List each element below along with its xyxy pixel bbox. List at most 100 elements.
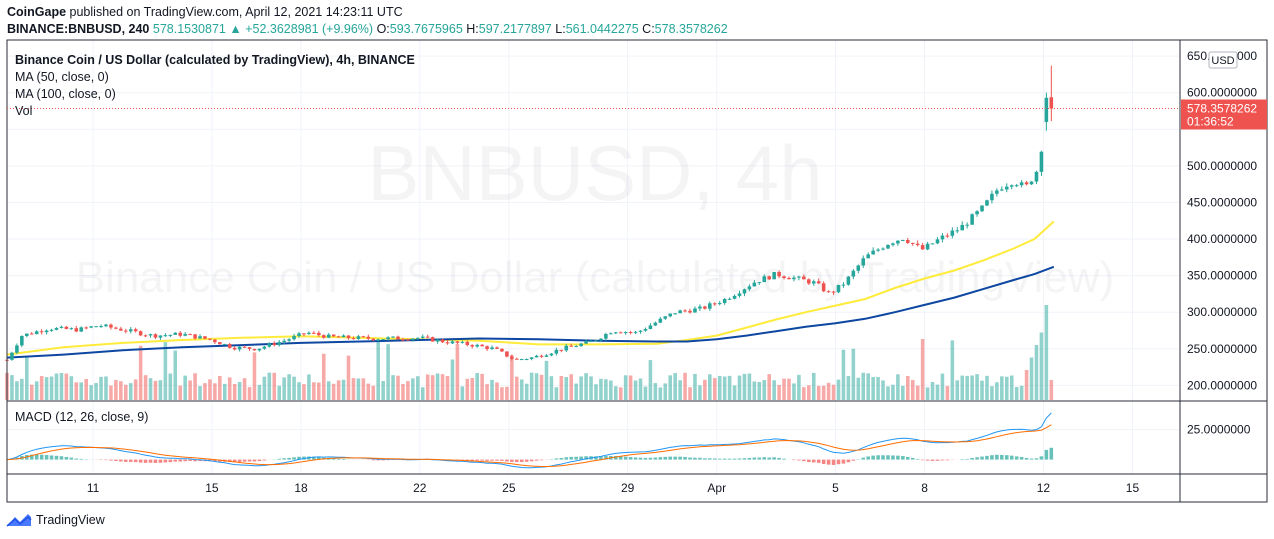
volume-bar	[406, 381, 410, 400]
macd-histogram-bar	[712, 458, 717, 460]
volume-bar	[683, 372, 687, 400]
legend-ma100[interactable]: MA (100, close, 0)	[15, 87, 116, 101]
volume-bar	[663, 383, 668, 400]
candle-body	[703, 306, 707, 309]
volume-bar	[208, 379, 212, 400]
candle-body	[896, 240, 900, 244]
macd-histogram-bar	[628, 457, 633, 460]
candle-body	[906, 239, 910, 243]
macd-histogram-bar	[158, 459, 163, 463]
macd-histogram-bar	[1004, 455, 1009, 460]
macd-histogram-bar	[717, 458, 722, 460]
candle-body	[663, 316, 668, 319]
volume-bar	[975, 374, 979, 400]
macd-pane	[6, 412, 1054, 469]
macd-histogram-bar	[336, 458, 341, 460]
candle-body	[361, 336, 366, 338]
candle-body	[920, 245, 925, 250]
macd-histogram-bar	[312, 456, 316, 460]
volume-bar	[510, 355, 514, 400]
volume-bar	[658, 387, 663, 400]
volume-bar	[836, 379, 841, 400]
macd-histogram-bar	[945, 459, 950, 461]
volume-bar	[361, 378, 366, 400]
volume-bar	[460, 386, 465, 400]
macd-histogram-bar	[386, 459, 390, 461]
candle-body	[218, 342, 222, 345]
candle-body	[336, 336, 341, 338]
macd-histogram-bar	[59, 456, 64, 460]
last-price-label: 578.3578262	[1187, 102, 1257, 116]
candle-body	[10, 352, 14, 360]
macd-histogram-bar	[821, 459, 826, 464]
legend-ma50[interactable]: MA (50, close, 0)	[15, 70, 109, 84]
macd-histogram-bar	[287, 457, 291, 460]
volume-bar	[584, 373, 588, 400]
candle-body	[213, 339, 217, 343]
volume-bar	[188, 380, 192, 400]
low-label: L:	[555, 22, 566, 36]
candle-body	[34, 331, 39, 335]
currency-label: USD	[1211, 55, 1234, 67]
volume-bar	[346, 355, 351, 400]
macd-histogram-bar	[604, 456, 608, 460]
candle-body	[727, 298, 732, 300]
volume-bar	[143, 375, 148, 400]
legend-macd[interactable]: MACD (12, 26, close, 9)	[15, 410, 149, 424]
candle-body	[901, 239, 905, 241]
volume-bar	[955, 380, 960, 400]
candle-body	[252, 348, 257, 351]
candle-body	[688, 310, 692, 313]
tradingview-logo[interactable]: TradingView	[6, 512, 105, 528]
candle-body	[406, 339, 410, 341]
candle-body	[15, 345, 19, 353]
volume-bar	[910, 380, 915, 400]
volume-bar	[450, 359, 455, 400]
candle-body	[826, 291, 831, 293]
volume-bar	[925, 387, 930, 400]
candle-body	[955, 230, 960, 232]
macd-histogram-bar	[69, 457, 74, 460]
macd-histogram-bar	[678, 456, 682, 460]
candle-body	[168, 334, 173, 336]
volume-bar	[104, 376, 108, 400]
volume-bar	[114, 379, 118, 400]
volume-bar	[732, 385, 737, 400]
macd-histogram-bar	[574, 456, 578, 460]
macd-histogram-bar	[119, 459, 123, 462]
macd-histogram-bar	[376, 459, 380, 461]
macd-histogram-bar	[866, 456, 870, 460]
macd-histogram-bar	[138, 459, 143, 463]
watermark-symbol: BNBUSD, 4h	[367, 129, 822, 217]
candle-body	[792, 277, 796, 280]
candle-body	[425, 336, 430, 338]
volume-bar	[886, 386, 890, 400]
macd-histogram-bar	[371, 459, 376, 461]
volume-bar	[39, 376, 44, 400]
macd-histogram-bar	[64, 456, 69, 460]
candle-body	[188, 334, 192, 336]
volume-bar	[891, 384, 895, 400]
candle-body	[39, 331, 44, 333]
volume-bar	[1029, 357, 1034, 400]
volume-bar	[297, 382, 301, 400]
macd-histogram-bar	[985, 455, 989, 460]
candle-body	[925, 243, 930, 250]
macd-histogram-bar	[242, 459, 247, 462]
volume-bar	[613, 386, 618, 400]
macd-histogram-bar	[970, 457, 974, 460]
time-tick-label: 25	[502, 481, 516, 495]
candle-body	[762, 276, 767, 283]
legend-volume[interactable]: Vol	[15, 104, 33, 118]
volume-bar	[609, 380, 613, 400]
candle-body	[20, 335, 24, 346]
macd-histogram-bar	[178, 459, 183, 462]
candle-body	[678, 310, 682, 314]
candle-body	[554, 349, 559, 354]
symbol-text: BINANCE:BNBUSD, 240	[7, 22, 150, 36]
candle-body	[811, 281, 816, 284]
candle-body	[74, 328, 79, 332]
volume-bar	[698, 385, 702, 400]
time-tick-label: 11	[87, 481, 100, 495]
